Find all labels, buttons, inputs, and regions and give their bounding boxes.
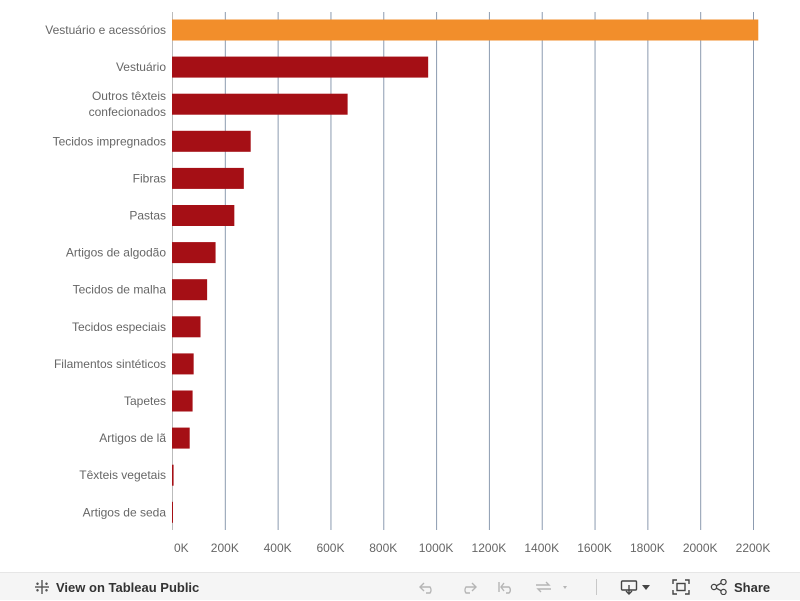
bar xyxy=(172,93,348,115)
category-label: Artigos de lã xyxy=(99,431,166,445)
x-tick-label: 1200K xyxy=(472,541,507,555)
view-on-tableau-public-label: View on Tableau Public xyxy=(56,579,200,595)
tableau-toolbar: View on Tableau Public xyxy=(0,572,800,600)
category-label-line: confecionados xyxy=(89,105,166,119)
category-label: Filamentos sintéticos xyxy=(54,357,166,371)
category-label: Pastas xyxy=(129,209,166,223)
redo-icon xyxy=(464,582,477,594)
bar xyxy=(172,205,235,226)
x-tick-label: 1400K xyxy=(524,541,559,555)
x-tick-label: 200K xyxy=(211,541,239,555)
category-label: Fibras xyxy=(133,171,166,185)
category-label-line: Vestuário e acessórios xyxy=(45,23,166,37)
download-button[interactable] xyxy=(620,573,652,601)
revert-icon xyxy=(498,582,511,594)
tableau-logo-icon xyxy=(35,580,49,594)
x-tick-label: 1000K xyxy=(419,541,454,555)
x-tick-label: 1600K xyxy=(577,541,612,555)
refresh-icon xyxy=(536,581,567,593)
category-label: Vestuário e acessórios xyxy=(45,23,166,37)
category-label: Artigos de seda xyxy=(83,505,167,519)
x-tick-label: 1800K xyxy=(630,541,665,555)
category-label: Têxteis vegetais xyxy=(79,468,166,482)
x-tick-label: 0K xyxy=(174,541,189,555)
category-label-line: Tecidos impregnados xyxy=(53,134,166,148)
redo-button[interactable] xyxy=(458,573,478,601)
bar xyxy=(172,242,216,264)
category-label-line: Filamentos sintéticos xyxy=(54,357,166,371)
view-on-tableau-public-button[interactable]: View on Tableau Public xyxy=(34,573,199,601)
bar xyxy=(172,316,201,338)
category-label-line: Tapetes xyxy=(124,394,166,408)
x-tick-label: 2000K xyxy=(683,541,718,555)
share-label: Share xyxy=(734,579,771,595)
share-icon xyxy=(710,579,727,595)
bar-chart-svg: 0K 200K 400K 600K 800K 1000K 1200K 1400K 1600K 18… xyxy=(45,12,771,555)
x-tick-label: 600K xyxy=(316,541,344,555)
fullscreen-icon xyxy=(672,579,690,595)
toolbar-divider xyxy=(596,579,597,595)
category-label-line: Artigos de lã xyxy=(99,431,166,445)
bar xyxy=(172,19,759,41)
refresh-button[interactable] xyxy=(534,573,568,601)
x-tick-label: 2200K xyxy=(736,541,771,555)
fullscreen-button[interactable] xyxy=(672,573,690,601)
revert-button[interactable] xyxy=(496,573,516,601)
category-label-line: Outros têxteis xyxy=(92,89,166,103)
undo-button[interactable] xyxy=(418,573,438,601)
category-label-line: Tecidos especiais xyxy=(72,320,166,334)
bar xyxy=(172,167,244,189)
undo-icon xyxy=(419,582,432,594)
category-label: Tecidos especiais xyxy=(72,320,166,334)
category-label: Outros têxteis confecionados xyxy=(89,89,166,119)
category-label-line: Artigos de seda xyxy=(83,505,167,519)
category-label-line: Têxteis vegetais xyxy=(79,468,166,482)
bar xyxy=(172,390,193,412)
category-label-line: Fibras xyxy=(133,171,166,185)
x-tick-label: 400K xyxy=(264,541,292,555)
category-label-line: Vestuário xyxy=(116,60,166,74)
x-tick-label: 800K xyxy=(369,541,397,555)
category-label-line: Tecidos de malha xyxy=(73,283,167,297)
bar xyxy=(172,279,208,301)
bar xyxy=(172,130,251,152)
category-label-line: Artigos de algodão xyxy=(66,246,166,260)
category-label: Tecidos impregnados xyxy=(53,134,166,148)
category-label: Tecidos de malha xyxy=(73,283,167,297)
download-icon xyxy=(620,580,650,595)
bar xyxy=(172,464,174,486)
bar xyxy=(172,427,190,449)
bar xyxy=(172,56,429,78)
category-label-line: Pastas xyxy=(129,209,166,223)
bar-chart: 0K 200K 400K 600K 800K 1000K 1200K 1400K 1600K 18… xyxy=(45,12,771,555)
bar xyxy=(172,353,194,375)
category-label: Artigos de algodão xyxy=(66,246,166,260)
category-label: Tapetes xyxy=(124,394,166,408)
category-label: Vestuário xyxy=(116,60,166,74)
bar xyxy=(172,501,173,523)
share-button[interactable]: Share xyxy=(710,573,770,601)
